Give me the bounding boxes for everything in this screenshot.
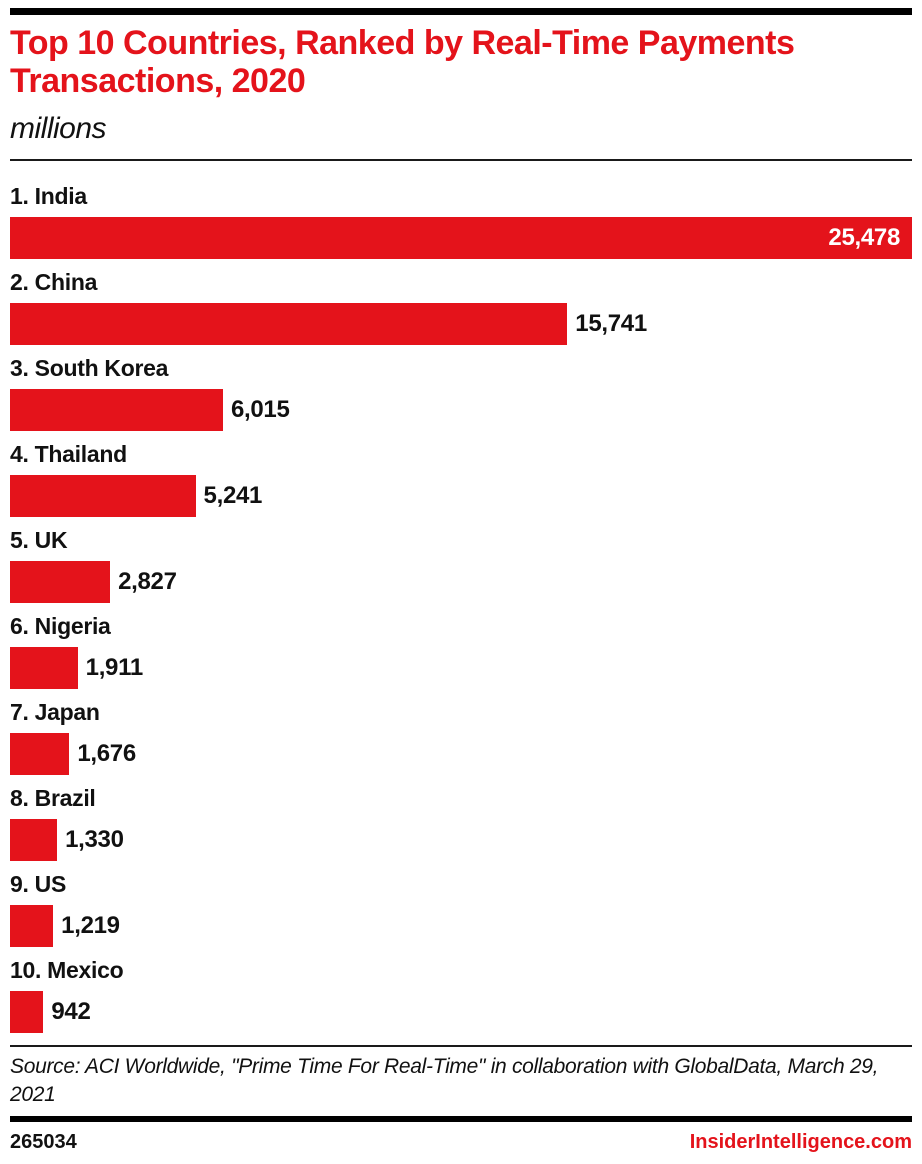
bar-value-outside: 5,241 <box>203 482 263 510</box>
bar-label: 2. China <box>10 269 98 296</box>
bar-value-outside: 942 <box>51 998 91 1026</box>
bar-label: 10. Mexico <box>10 957 124 984</box>
bar <box>10 733 70 776</box>
bar-value-outside: 6,015 <box>230 396 290 424</box>
top-divider <box>10 8 912 15</box>
site-link: InsiderIntelligence.com <box>689 1130 912 1153</box>
bar-value-outside: 1,676 <box>77 740 136 768</box>
bar-row: 4. Thailand 5,241 <box>10 441 912 518</box>
bar-label: 5. UK <box>10 527 68 554</box>
chart-id: 265034 <box>10 1130 77 1153</box>
bar-row: 3. South Korea 6,015 <box>10 355 912 432</box>
bar-label: 4. Thailand <box>10 441 127 468</box>
bar-track: 5,241 <box>10 475 912 518</box>
bar-track: 1,676 <box>10 733 912 776</box>
header-divider <box>10 159 912 162</box>
bar <box>10 303 568 346</box>
footer-divider <box>10 1115 912 1122</box>
bar-row: 10. Mexico 942 <box>10 957 912 1034</box>
bar-track: 25,478 <box>10 217 912 260</box>
bar-label: 8. Brazil <box>10 785 96 812</box>
bar-row: 9. US 1,219 <box>10 871 912 948</box>
bar-row: 1. India 25,478 <box>10 183 912 260</box>
bar-value-outside: 2,827 <box>118 568 177 596</box>
chart-title: Top 10 Countries, Ranked by Real-Time Pa… <box>10 24 795 101</box>
bar <box>10 561 111 604</box>
bar-row: 7. Japan 1,676 <box>10 699 912 776</box>
bar-track: 1,911 <box>10 647 912 690</box>
bar-row: 8. Brazil 1,330 <box>10 785 912 862</box>
bar-label: 3. South Korea <box>10 355 169 382</box>
bar-label: 7. Japan <box>10 699 100 726</box>
source-divider <box>10 1045 912 1048</box>
bar-track: 1,330 <box>10 819 912 862</box>
source-note: Source: ACI Worldwide, "Prime Time For R… <box>10 1055 879 1106</box>
bar-track: 1,219 <box>10 905 912 948</box>
bar-value-inside: 25,478 <box>828 224 900 252</box>
footer-bar: 265034 InsiderIntelligence.com <box>10 1131 912 1154</box>
bar-row: 5. UK 2,827 <box>10 527 912 604</box>
bar <box>10 991 44 1034</box>
bar-value-outside: 1,330 <box>65 826 124 854</box>
bar-label: 6. Nigeria <box>10 613 111 640</box>
bar-track: 15,741 <box>10 303 912 346</box>
bar-value-outside: 1,219 <box>61 912 120 940</box>
bar-label: 9. US <box>10 871 67 898</box>
bar-track: 6,015 <box>10 389 912 432</box>
bar-label: 1. India <box>10 183 87 210</box>
bar: 25,478 <box>10 217 912 260</box>
bar-row: 6. Nigeria 1,911 <box>10 613 912 690</box>
bar <box>10 389 223 432</box>
bar <box>10 905 54 948</box>
bar-row: 2. China 15,741 <box>10 269 912 346</box>
bar <box>10 819 58 862</box>
bar-value-outside: 1,911 <box>85 654 144 682</box>
bar <box>10 647 78 690</box>
bar-track: 2,827 <box>10 561 912 604</box>
bar-value-outside: 15,741 <box>575 310 647 338</box>
chart-rows: 1. India 25,478 2. China 15,741 3. South… <box>10 183 912 1034</box>
chart-unit-label: millions <box>10 112 107 146</box>
bar <box>10 475 196 518</box>
bar-track: 942 <box>10 991 912 1034</box>
